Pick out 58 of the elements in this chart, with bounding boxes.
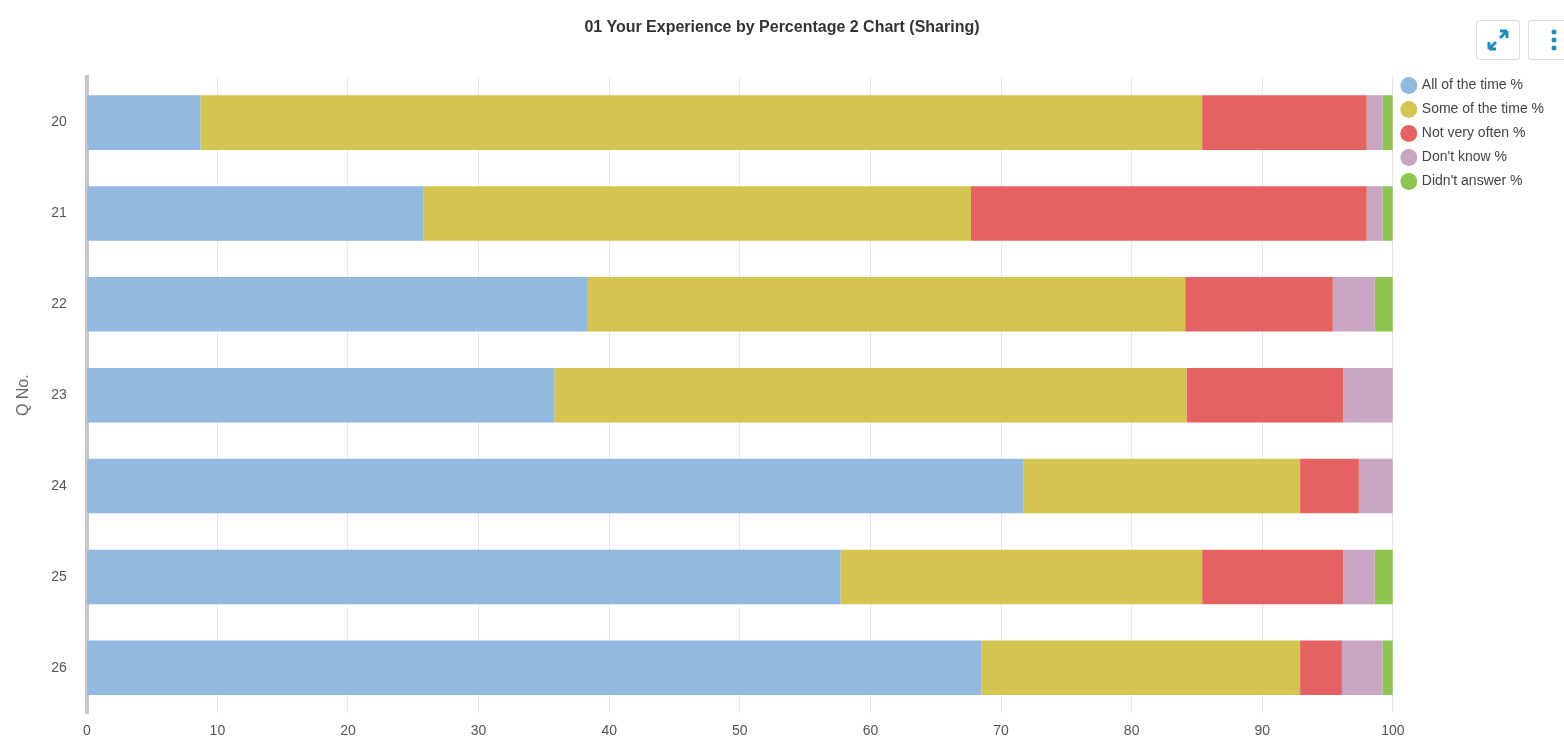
x-tick-label: 50 xyxy=(732,722,748,739)
legend-label: Don't know % xyxy=(1421,148,1507,165)
bar xyxy=(87,640,982,696)
chart-title: 01 Your Experience by Percentage 2 Chart (Sharing) xyxy=(584,18,980,36)
bar xyxy=(87,458,1024,514)
bar xyxy=(1185,277,1333,332)
x-tick-label: 70 xyxy=(993,722,1010,739)
y-tick-label: 24 xyxy=(51,476,67,493)
bar xyxy=(1358,458,1393,514)
bar xyxy=(1341,640,1383,696)
x-tick-label: 100 xyxy=(1381,722,1405,739)
x-tick-label: 40 xyxy=(601,722,618,739)
x-tick-label: 20 xyxy=(340,722,356,739)
bar xyxy=(1300,458,1359,514)
bar xyxy=(87,549,841,605)
bar xyxy=(554,367,1187,423)
x-tick-label: 10 xyxy=(209,722,226,739)
bar xyxy=(1382,186,1393,241)
y-tick-label: 23 xyxy=(51,386,67,403)
x-tick-label: 0 xyxy=(82,722,91,739)
bar xyxy=(1366,95,1383,150)
y-tick-label: 26 xyxy=(51,658,67,675)
bar xyxy=(840,549,1203,605)
bar xyxy=(1343,367,1393,423)
bar xyxy=(1374,277,1393,332)
bar xyxy=(1023,458,1301,514)
y-tick-label: 20 xyxy=(51,113,67,130)
bar xyxy=(1202,95,1367,150)
bar xyxy=(970,186,1367,241)
bar xyxy=(1343,549,1375,605)
bar xyxy=(586,277,1186,332)
bar xyxy=(1300,640,1342,696)
bar xyxy=(87,367,555,423)
y-tick-label: 22 xyxy=(51,295,67,312)
bar xyxy=(87,277,587,332)
legend-label: Some of the time % xyxy=(1421,100,1545,117)
bar xyxy=(1382,640,1393,696)
bar xyxy=(1374,549,1393,605)
y-tick-label: 21 xyxy=(51,204,67,221)
bar xyxy=(1202,549,1344,605)
legend-label: Not very often % xyxy=(1421,124,1526,141)
bar xyxy=(87,186,424,241)
y-axis-title: Q No. xyxy=(14,374,32,417)
x-tick-label: 60 xyxy=(862,722,879,739)
x-tick-label: 90 xyxy=(1254,722,1271,739)
legend-label: Didn't answer % xyxy=(1421,172,1523,189)
bar xyxy=(981,640,1301,696)
y-tick-label: 25 xyxy=(51,567,67,584)
legend-label: All of the time % xyxy=(1421,76,1523,93)
bar xyxy=(423,186,971,241)
bar xyxy=(1332,277,1375,332)
bar xyxy=(200,95,1203,150)
bar xyxy=(87,95,201,150)
x-tick-label: 30 xyxy=(470,722,487,739)
bar xyxy=(1366,186,1383,241)
bar xyxy=(1382,95,1393,150)
bar xyxy=(1186,367,1344,423)
x-tick-label: 80 xyxy=(1123,722,1140,739)
